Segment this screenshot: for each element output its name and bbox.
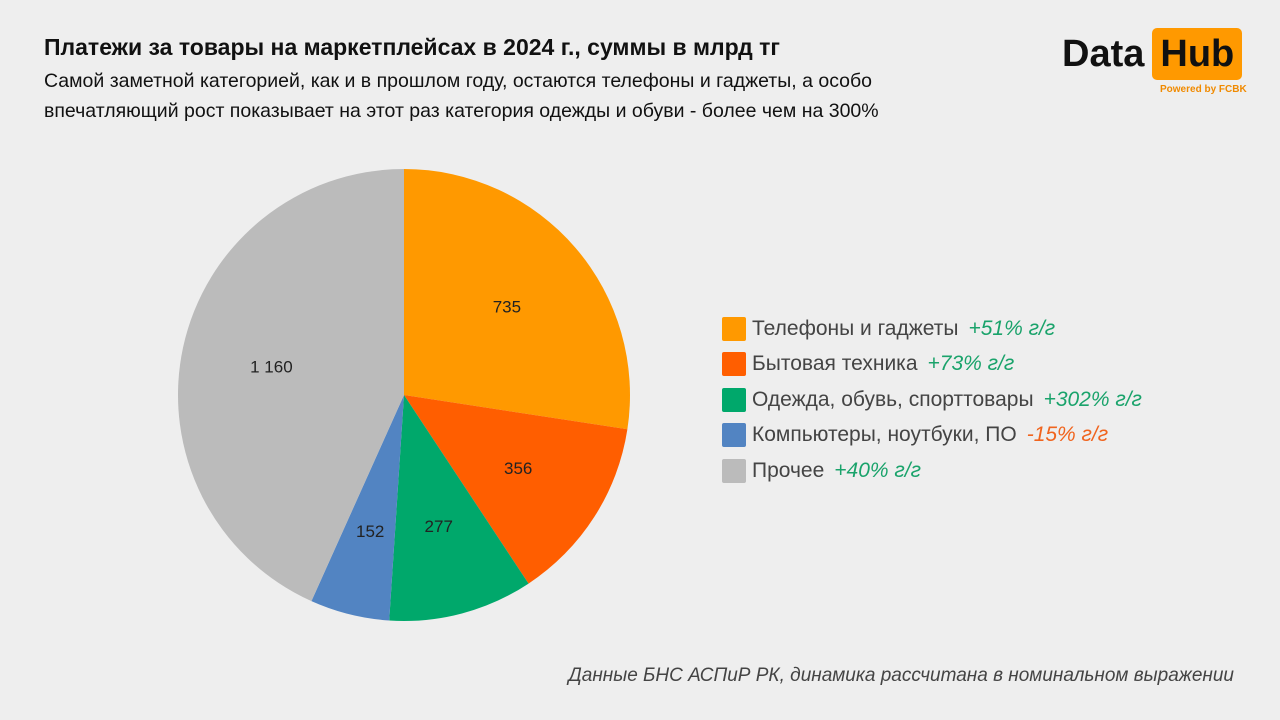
legend-label: Прочее (752, 458, 825, 482)
legend-label: Компьютеры, ноутбуки, ПО (752, 423, 1017, 447)
legend-label: Бытовая техника (752, 352, 918, 376)
logo-hub: Hub (1152, 28, 1243, 80)
subtitle-line-1: Самой заметной категорией, как и в прошл… (44, 70, 873, 92)
legend-item: Одежда, обувь, спорттовары +302% г/г (722, 382, 1142, 418)
legend-swatch (722, 458, 746, 483)
legend-swatch (722, 387, 746, 412)
pie-slice-1 (404, 395, 628, 584)
legend-label: Телефоны и гаджеты (752, 316, 959, 340)
legend-swatch (722, 352, 746, 377)
logo-powered: Powered by FCBK (1160, 84, 1247, 95)
legend-growth: +51% г/г (968, 316, 1056, 340)
legend-growth: -15% г/г (1026, 423, 1109, 447)
legend-growth: +302% г/г (1043, 387, 1142, 411)
datahub-logo: Data Hub (1062, 27, 1243, 81)
subtitle-line-2: впечатляющий рост показывает на этот раз… (44, 100, 879, 122)
slice-value-label: 356 (504, 459, 532, 478)
legend-swatch (722, 423, 746, 448)
legend: Телефоны и гаджеты +51% г/г Бытовая техн… (722, 311, 1142, 489)
legend-swatch (722, 316, 746, 341)
chart-subtitle: Самой заметной категорией, как и в прошл… (44, 66, 1004, 126)
logo-data: Data (1062, 32, 1145, 75)
legend-item: Телефоны и гаджеты +51% г/г (722, 311, 1142, 347)
slice-value-label: 152 (356, 522, 384, 541)
pie-slice-4 (178, 169, 404, 602)
pie-slice-2 (389, 395, 529, 622)
slice-value-label: 735 (493, 298, 521, 317)
legend-item: Бытовая техника +73% г/г (722, 347, 1142, 383)
legend-item: Компьютеры, ноутбуки, ПО -15% г/г (722, 418, 1142, 454)
source-note: Данные БНС АСПиР РК, динамика рассчитана… (568, 665, 1234, 686)
slice-value-label: 277 (425, 517, 453, 536)
legend-growth: +73% г/г (927, 352, 1015, 376)
legend-label: Одежда, обувь, спорттовары (752, 387, 1034, 411)
slice-value-label: 1 160 (250, 358, 293, 377)
pie-slice-3 (311, 395, 404, 621)
legend-item: Прочее +40% г/г (722, 453, 1142, 489)
legend-growth: +40% г/г (834, 458, 921, 482)
chart-title: Платежи за товары на маркетплейсах в 202… (44, 34, 780, 60)
pie-slice-0 (404, 169, 630, 430)
